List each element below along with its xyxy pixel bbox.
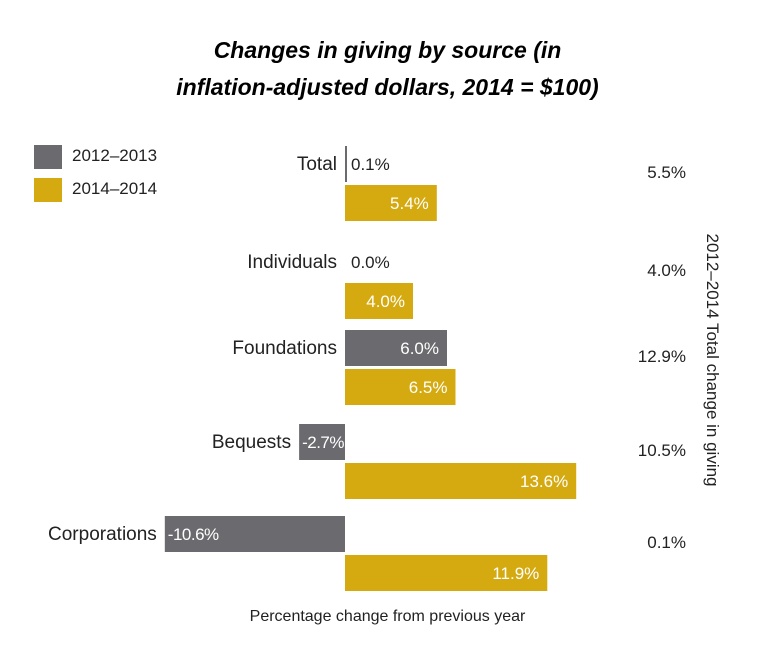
legend-swatch-2012-2013 [34, 145, 62, 169]
data-label-2012-2013-individuals: 0.0% [351, 253, 390, 272]
legend-swatch-2014-2014 [34, 178, 62, 202]
data-label-2014-2014-total: 5.4% [390, 194, 429, 213]
bar-2012-2013-total [345, 146, 347, 182]
data-label-2012-2013-foundations: 6.0% [400, 339, 439, 358]
legend-label-2012-2013: 2012–2013 [72, 146, 158, 165]
category-label-bequests: Bequests [212, 432, 291, 453]
total-change-foundations: 12.9% [638, 347, 686, 366]
data-label-2014-2014-foundations: 6.5% [409, 378, 448, 397]
category-label-total: Total [297, 154, 337, 175]
total-change-corporations: 0.1% [647, 533, 686, 552]
legend-label-2014-2014: 2014–2014 [72, 179, 158, 198]
category-label-corporations: Corporations [48, 524, 157, 545]
total-change-total: 5.5% [647, 163, 686, 182]
x-axis-label: Percentage change from previous year [249, 608, 526, 625]
data-label-2012-2013-corporations: -10.6% [168, 525, 219, 544]
bar-2012-2013-bequests [299, 424, 345, 460]
bar-2012-2013-corporations [164, 516, 345, 552]
category-label-individuals: Individuals [247, 252, 337, 273]
data-label-2014-2014-bequests: 13.6% [520, 472, 568, 491]
bar-2014-2014-total [345, 185, 437, 221]
total-change-axis-title: 2012–2014 Total change in giving [703, 233, 722, 487]
data-label-2012-2013-total: 0.1% [351, 155, 390, 174]
total-change-bequests: 10.5% [638, 441, 686, 460]
bar-2014-2014-corporations [345, 555, 548, 591]
chart-title-line-2: inflation-adjusted dollars, 2014 = $100) [176, 74, 599, 100]
bar-2014-2014-individuals [345, 283, 413, 319]
bar-2014-2014-foundations [345, 369, 456, 405]
chart-title-line-1: Changes in giving by source (in [213, 37, 562, 63]
data-label-2014-2014-corporations: 11.9% [492, 564, 539, 583]
category-label-foundations: Foundations [232, 338, 337, 359]
bar-2012-2013-foundations [345, 330, 447, 366]
bar-2014-2014-bequests [345, 463, 577, 499]
total-change-individuals: 4.0% [647, 261, 686, 280]
data-label-2012-2013-bequests: -2.7% [302, 433, 344, 452]
data-label-2014-2014-individuals: 4.0% [366, 292, 405, 311]
